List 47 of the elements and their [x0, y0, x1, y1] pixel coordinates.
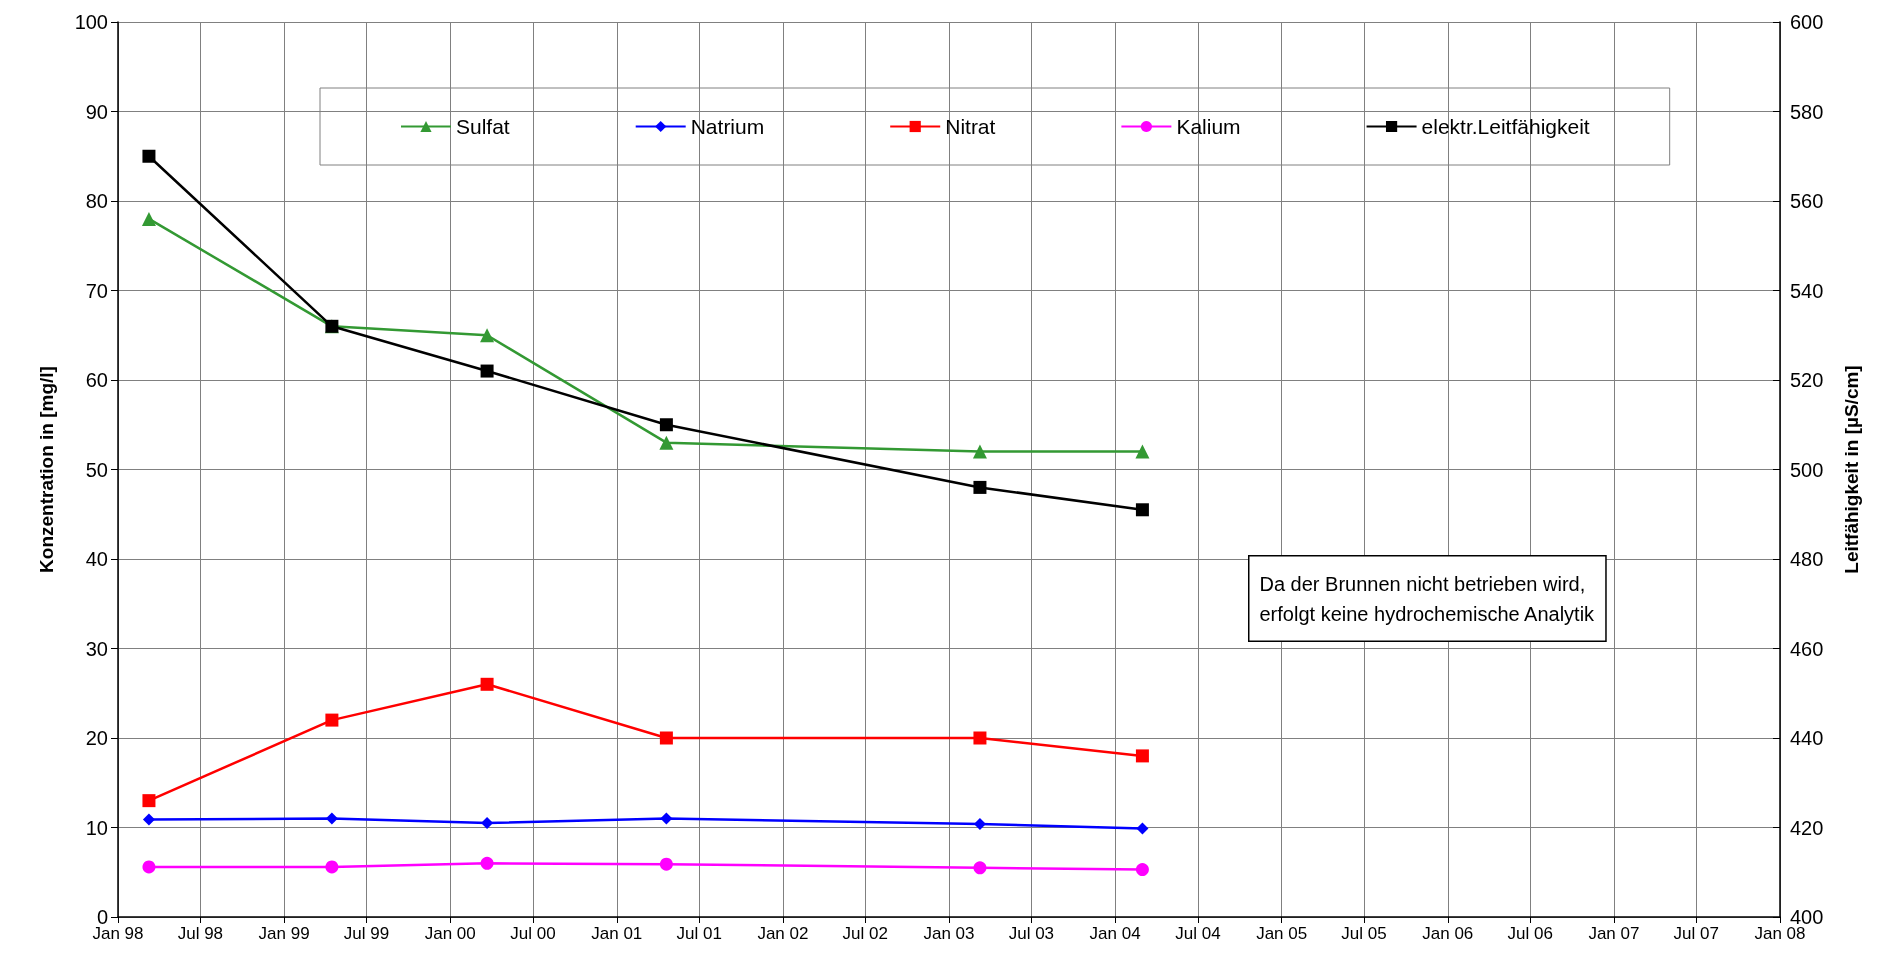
y2-tick-label: 580 — [1790, 100, 1824, 123]
y2-tick-label: 560 — [1790, 190, 1824, 212]
y2-tick-label: 480 — [1790, 548, 1824, 570]
x-tick-label: Jan 06 — [1422, 924, 1474, 943]
x-tick-label: Jan 00 — [424, 924, 476, 943]
y-tick-label: 10 — [85, 816, 108, 839]
x-tick-label: Jan 02 — [757, 924, 809, 943]
x-tick-label: Jul 03 — [1008, 924, 1055, 943]
legend-label: elektr.Leitfähigkeit — [1421, 115, 1590, 138]
y2-tick-label: 500 — [1790, 458, 1824, 481]
x-tick-label: Jul 04 — [1175, 924, 1221, 943]
y-tick-label: 90 — [85, 100, 108, 123]
x-tick-label: Jul 00 — [510, 924, 556, 943]
x-tick-label: Jul 07 — [1673, 924, 1719, 943]
x-tick-label: Jul 06 — [1507, 924, 1553, 943]
y2-tick-label: 520 — [1790, 369, 1824, 391]
x-tick-label: Jan 03 — [923, 924, 975, 943]
x-tick-label: Jan 05 — [1256, 924, 1308, 943]
y-tick-label: 100 — [74, 11, 108, 33]
legend-label: Nitrat — [945, 115, 996, 138]
y2-tick-label: 440 — [1790, 727, 1824, 749]
y-tick-label: 60 — [85, 369, 108, 391]
x-tick-label: Jan 07 — [1588, 924, 1640, 943]
legend-label: Kalium — [1176, 115, 1241, 138]
y-tick-label: 20 — [85, 727, 108, 749]
y-tick-label: 40 — [85, 548, 108, 570]
y-tick-label: 70 — [85, 279, 108, 302]
x-tick-label: Jul 02 — [842, 924, 888, 943]
x-tick-label: Jul 01 — [676, 924, 722, 943]
x-tick-label: Jan 99 — [258, 924, 310, 943]
legend-label: Natrium — [690, 115, 765, 138]
x-tick-label: Jul 98 — [177, 924, 224, 943]
y-tick-label: 50 — [85, 458, 108, 481]
y2-tick-label: 460 — [1790, 637, 1824, 660]
y2-axis-title: Leitfähigkeit in [µS/cm] — [1841, 365, 1862, 574]
y2-tick-label: 540 — [1790, 279, 1824, 302]
x-tick-label: Jul 99 — [343, 924, 390, 943]
y-tick-label: 80 — [85, 190, 108, 212]
x-tick-label: Jul 05 — [1341, 924, 1387, 943]
legend-label: Sulfat — [456, 115, 510, 138]
x-tick-label: Jan 01 — [591, 924, 643, 943]
y2-tick-label: 600 — [1790, 11, 1824, 33]
y-axis-title: Konzentration in [mg/l] — [36, 366, 57, 573]
y2-tick-label: 420 — [1790, 816, 1824, 839]
y-tick-label: 30 — [85, 637, 108, 660]
annotation: Da der Brunnen nicht betrieben wird, erfolgt keine hydrochemische Analytik — [1259, 572, 1596, 625]
x-tick-label: Jan 04 — [1089, 924, 1141, 943]
